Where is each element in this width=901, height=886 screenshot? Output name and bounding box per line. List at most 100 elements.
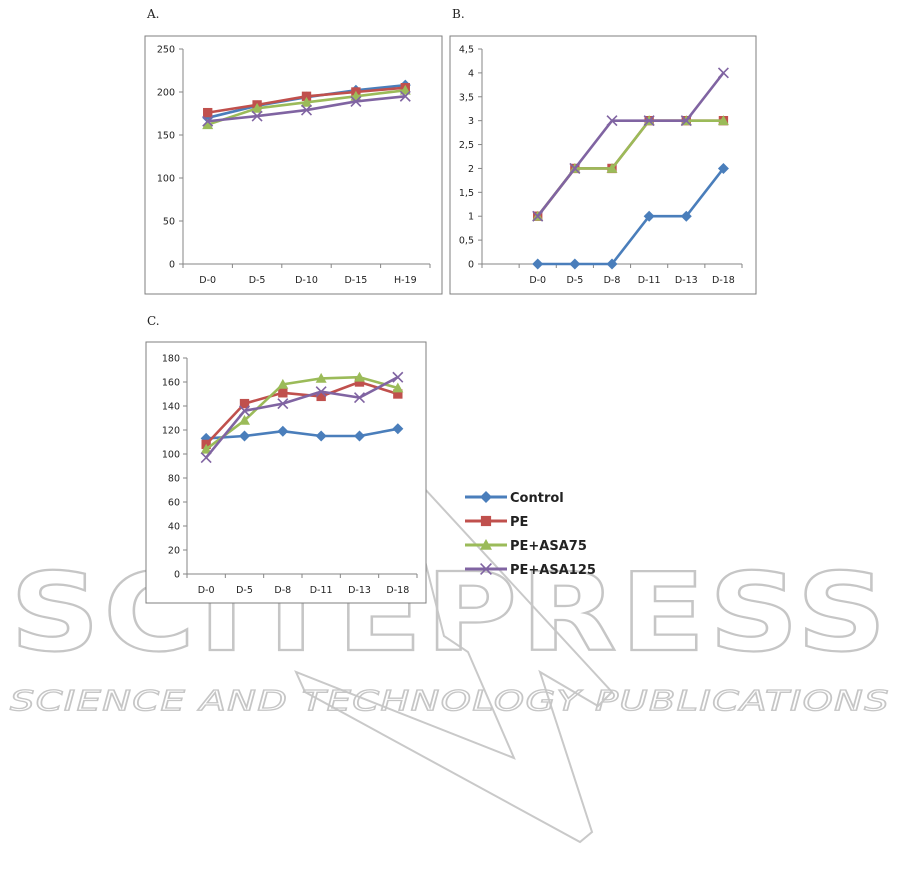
y-tick-label: 160 bbox=[162, 378, 180, 389]
y-tick-label: 1 bbox=[468, 212, 474, 223]
point-pe bbox=[316, 391, 326, 402]
point-pe-asa125 bbox=[717, 67, 729, 79]
series-line-control bbox=[537, 167, 725, 266]
point-control bbox=[643, 210, 655, 222]
y-tick-label: 1,5 bbox=[459, 188, 474, 199]
point-pe-asa75 bbox=[277, 378, 289, 389]
legend-label: PE+ASA125 bbox=[510, 563, 596, 578]
legend-item-pe: PE bbox=[465, 515, 528, 530]
point-pe-asa125 bbox=[202, 115, 214, 127]
chart-c: 0 20 40 60 80 100 120 140 160 180 D-0 D-5 D-8 D-11 D-1… bbox=[162, 354, 418, 596]
panel-c-frame bbox=[145, 341, 427, 604]
x-tick-label: D-5 bbox=[249, 275, 266, 286]
point-pe-asa75 bbox=[606, 162, 618, 173]
legend-label: Control bbox=[510, 491, 564, 506]
y-tick-label: 40 bbox=[168, 522, 180, 533]
point-pe bbox=[301, 91, 312, 101]
y-tick-label: 0 bbox=[169, 260, 175, 271]
point-control bbox=[354, 430, 365, 442]
point-pe bbox=[354, 377, 365, 387]
y-tick-label: 100 bbox=[162, 450, 180, 461]
point-pe bbox=[393, 389, 403, 399]
chart-b: 0 0,5 1 1,5 2 2,5 3 3,5 4 4,5 D-0 D-5 D-8 D-11 D-13 D-1… bbox=[459, 45, 743, 286]
x-tick-label: D-0 bbox=[529, 275, 546, 286]
x-tick-label: D-0 bbox=[199, 275, 216, 286]
y-tick-label: 0,5 bbox=[459, 236, 474, 247]
y-tick-label: 60 bbox=[168, 498, 180, 509]
y-tick-label: 4 bbox=[468, 68, 474, 79]
point-pe-asa75 bbox=[399, 84, 411, 95]
legend-label: PE bbox=[510, 515, 528, 530]
y-tick-label: 4,5 bbox=[459, 45, 474, 56]
watermark-main: SCITEPRESS bbox=[10, 551, 890, 676]
y-tick-label: 0 bbox=[174, 570, 180, 581]
point-pe-asa125 bbox=[680, 115, 692, 127]
panel-label-a: A. bbox=[146, 7, 159, 21]
y-tick-label: 180 bbox=[162, 354, 180, 365]
legend-item-pe-asa125: PE+ASA125 bbox=[465, 563, 596, 578]
y-tick-label: 2 bbox=[468, 164, 474, 175]
watermark: SCITEPRESS SCIENCE AND TECHNOLOGY PUBLIC… bbox=[9, 461, 890, 844]
series-line-pe-asa125 bbox=[536, 72, 725, 218]
point-pe-asa125 bbox=[353, 392, 366, 404]
legend-label: PE+ASA75 bbox=[510, 539, 587, 554]
x-tick-label: D-10 bbox=[295, 275, 318, 286]
x-tick-label: D-5 bbox=[566, 275, 583, 286]
y-tick-label: 120 bbox=[162, 426, 180, 437]
x-tick-label: D-13 bbox=[348, 585, 371, 596]
series-line-pe-asa75 bbox=[205, 375, 399, 451]
x-tick-label: D-5 bbox=[236, 585, 253, 596]
watermark-sub: SCIENCE AND TECHNOLOGY PUBLICATIONS bbox=[10, 684, 890, 717]
point-control bbox=[315, 430, 327, 442]
point-pe-asa125 bbox=[569, 162, 581, 174]
point-control bbox=[277, 425, 289, 437]
y-tick-label: 100 bbox=[157, 174, 175, 185]
y-tick-label: 20 bbox=[168, 546, 180, 557]
panel-a-frame bbox=[144, 35, 443, 295]
point-pe-asa125 bbox=[606, 115, 618, 127]
point-pe-asa125 bbox=[300, 104, 313, 116]
y-tick-label: 140 bbox=[162, 402, 180, 413]
point-pe-asa75 bbox=[717, 115, 729, 126]
chart-a: 0 50 100 150 200 250 D-0 D-5 D-10 D-15 H-19 bbox=[157, 45, 431, 286]
point-pe-asa75 bbox=[239, 414, 250, 425]
series-line-pe bbox=[205, 380, 399, 446]
watermark-swoosh bbox=[294, 461, 614, 844]
point-pe-asa125 bbox=[350, 95, 362, 107]
x-tick-label: D-11 bbox=[310, 585, 333, 596]
x-tick-label: D-8 bbox=[274, 585, 291, 596]
legend: Control PE PE+ASA75 PE+ASA125 bbox=[465, 491, 596, 578]
y-tick-label: 3 bbox=[468, 116, 474, 127]
point-pe-asa125 bbox=[399, 90, 411, 102]
y-tick-label: 200 bbox=[157, 88, 175, 99]
y-tick-label: 250 bbox=[157, 45, 175, 56]
x-tick-label: H-19 bbox=[394, 275, 417, 286]
point-control bbox=[532, 258, 544, 270]
point-pe-asa125 bbox=[277, 398, 289, 410]
point-pe-asa75 bbox=[202, 119, 214, 130]
point-pe-asa125 bbox=[392, 371, 404, 383]
point-control bbox=[606, 258, 618, 270]
point-pe-asa75 bbox=[301, 96, 312, 107]
series-line-pe-asa125 bbox=[205, 376, 399, 459]
y-tick-label: 2,5 bbox=[459, 140, 474, 151]
panel-label-c: C. bbox=[147, 314, 160, 328]
point-control bbox=[392, 423, 404, 435]
point-pe-asa75 bbox=[251, 102, 263, 113]
point-pe-asa125 bbox=[315, 386, 327, 398]
point-pe bbox=[203, 107, 213, 118]
legend-marker-pe bbox=[480, 515, 492, 527]
point-pe bbox=[239, 398, 250, 409]
point-pe-asa75 bbox=[392, 382, 404, 393]
point-pe-asa125 bbox=[200, 452, 212, 464]
y-tick-label: 150 bbox=[157, 131, 175, 142]
legend-marker-pe-asa125 bbox=[480, 563, 492, 575]
point-pe-asa125 bbox=[251, 110, 263, 122]
point-control bbox=[680, 210, 692, 222]
point-pe-asa125 bbox=[532, 210, 544, 222]
point-control bbox=[717, 162, 729, 174]
series-line-control bbox=[206, 427, 399, 440]
point-pe-asa125 bbox=[238, 405, 251, 417]
x-tick-label: D-8 bbox=[604, 275, 621, 286]
point-pe bbox=[278, 388, 288, 398]
